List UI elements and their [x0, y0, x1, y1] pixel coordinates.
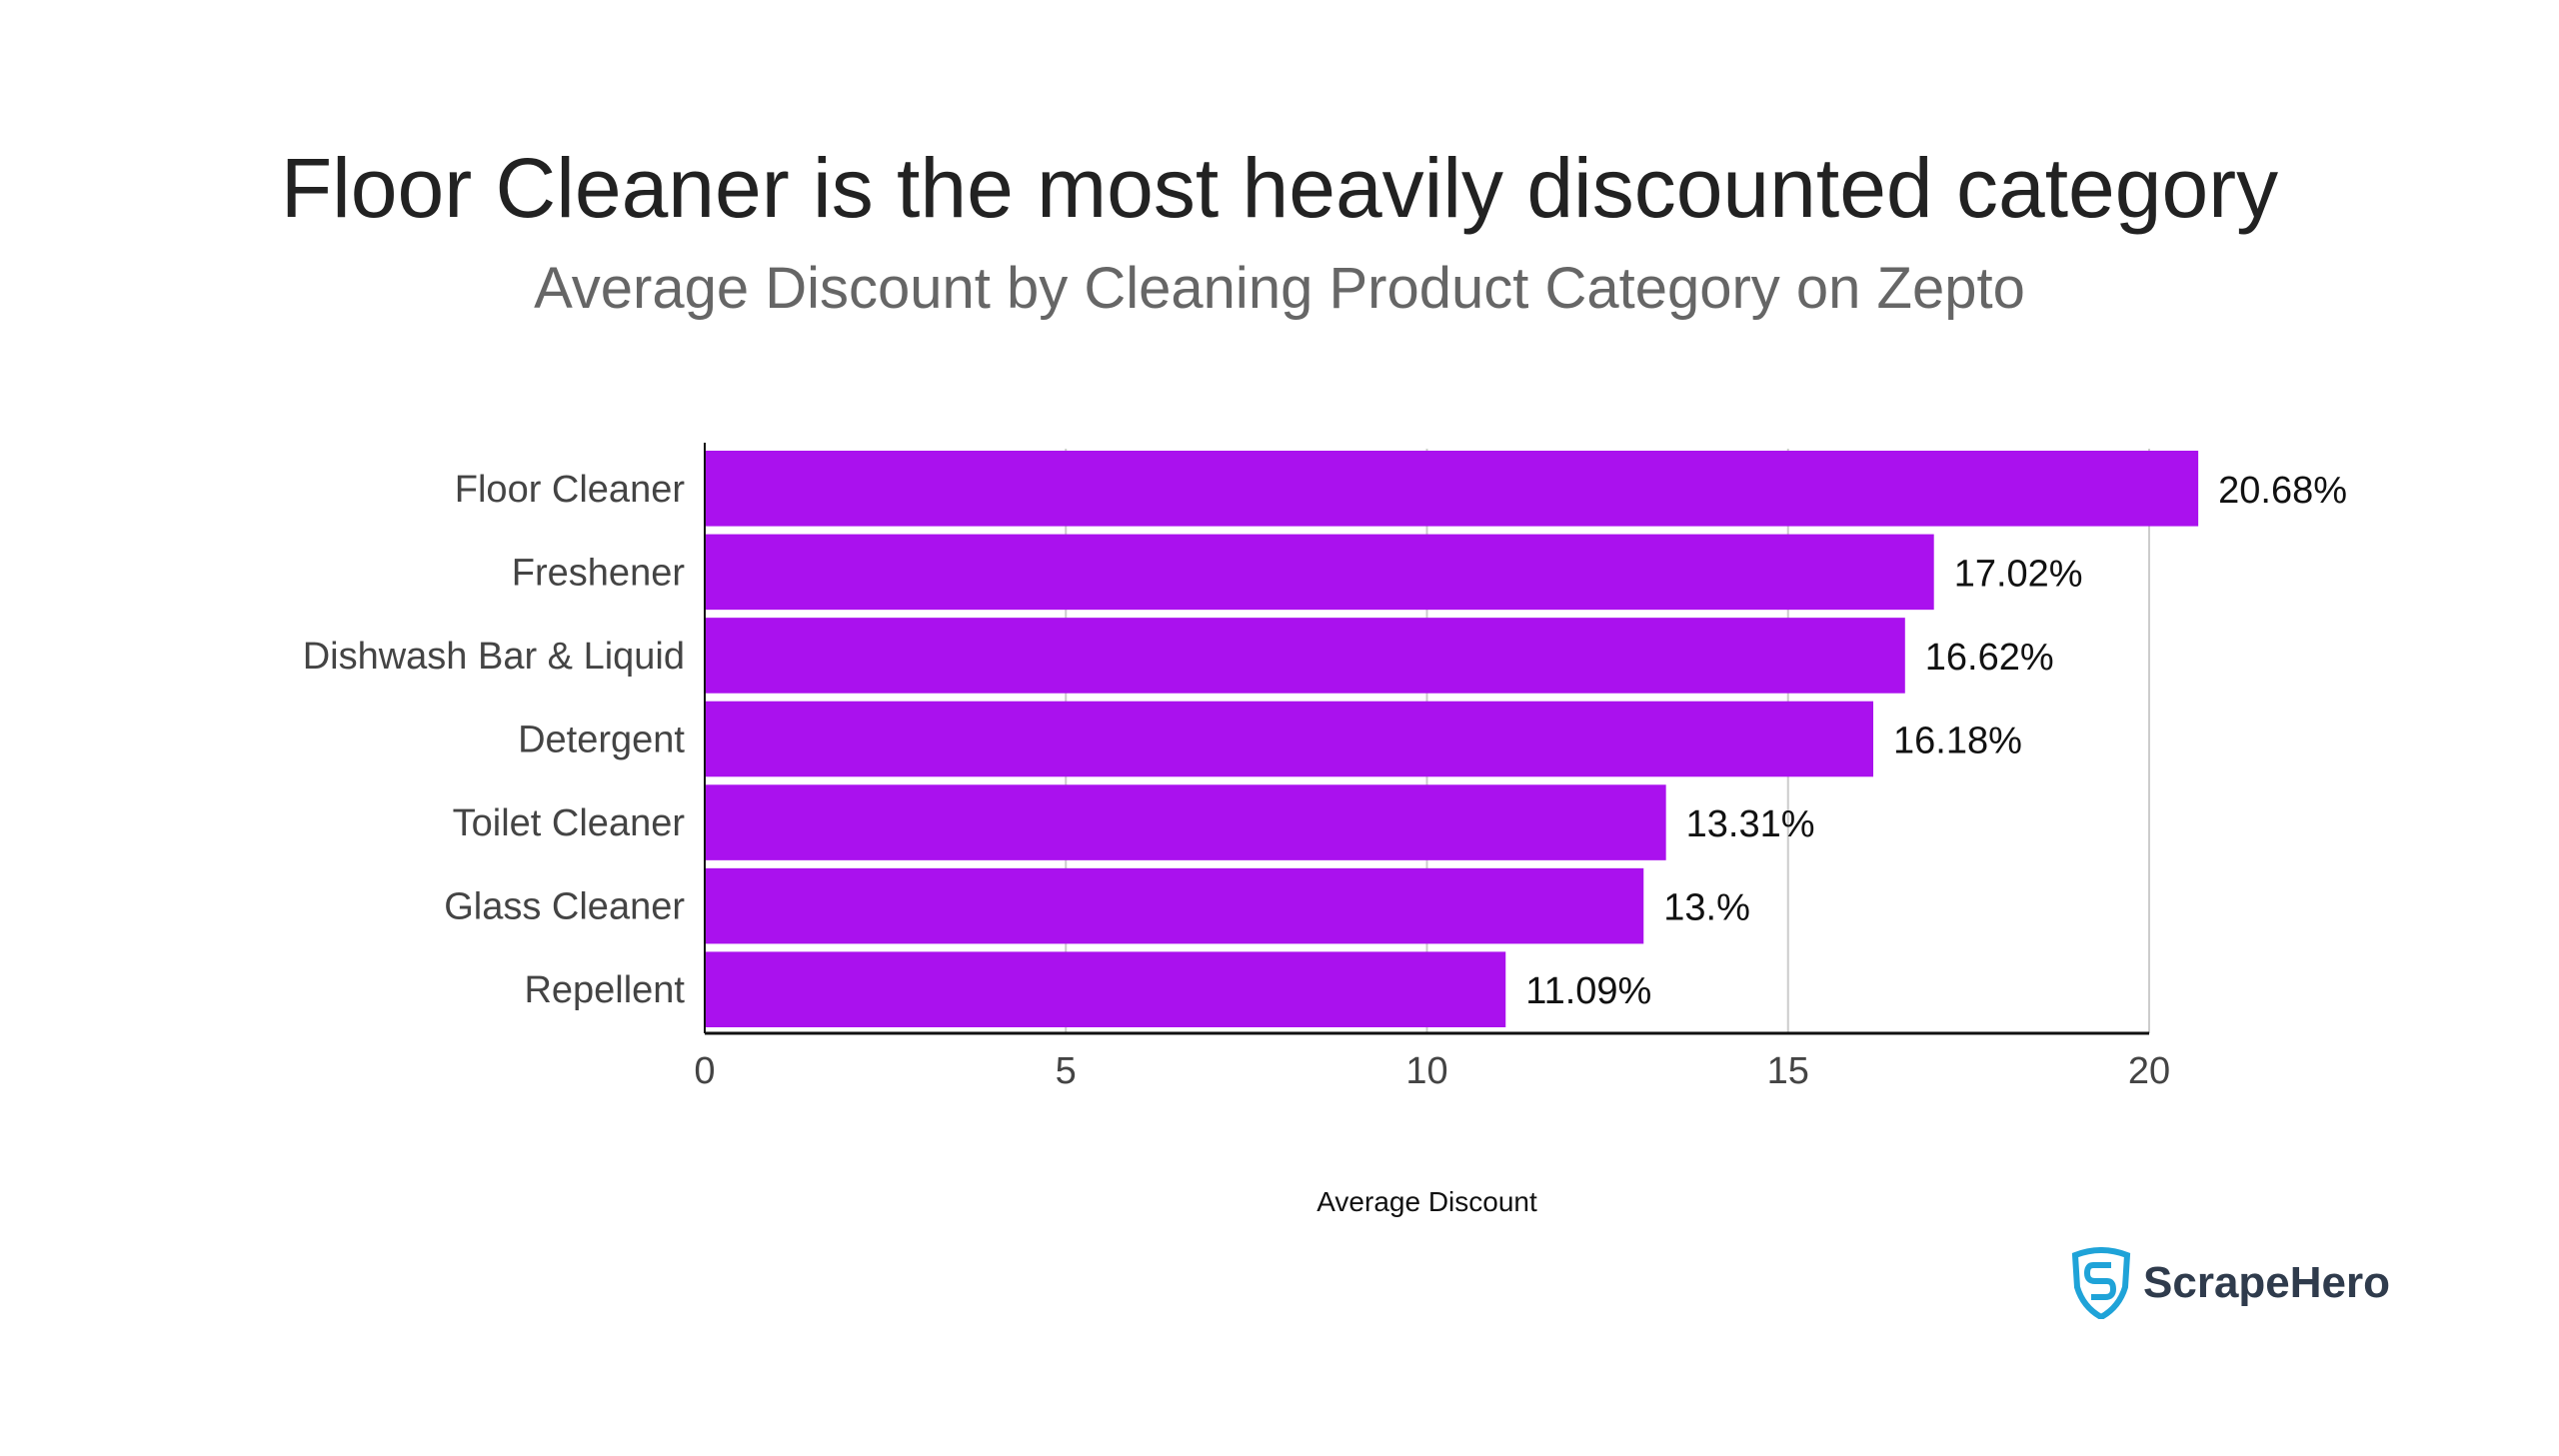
- bar: [705, 867, 1644, 944]
- bar: [705, 534, 1934, 611]
- scrapehero-logo: ScrapeHero: [2069, 1247, 2390, 1319]
- chart-subtitle: Average Discount by Cleaning Product Cat…: [534, 256, 2025, 321]
- bar: [705, 701, 1874, 777]
- category-label: Detergent: [518, 720, 685, 761]
- data-label: 16.62%: [1925, 637, 2054, 679]
- bar: [705, 951, 1506, 1027]
- bar: [705, 451, 2199, 527]
- x-tick-label: 5: [1056, 1050, 1077, 1092]
- x-tick-label: 15: [1767, 1050, 1809, 1092]
- category-label: Repellent: [524, 969, 685, 1011]
- x-tick-label: 20: [2128, 1050, 2170, 1092]
- chart-title: Floor Cleaner is the most heavily discou…: [280, 141, 2279, 235]
- data-label: 13.31%: [1686, 803, 1815, 845]
- data-label: 11.09%: [1525, 970, 1651, 1012]
- data-label: 20.68%: [2218, 470, 2347, 512]
- x-axis-title: Average Discount: [1316, 1186, 1537, 1217]
- category-label: Floor Cleaner: [455, 469, 686, 511]
- category-label: Toilet Cleaner: [453, 802, 686, 844]
- category-label: Dishwash Bar & Liquid: [303, 636, 685, 678]
- category-label: Freshener: [512, 552, 686, 594]
- category-label: Glass Cleaner: [444, 886, 685, 928]
- x-tick-label: 10: [1405, 1050, 1447, 1092]
- x-tick-label: 0: [694, 1050, 715, 1092]
- logo-text: ScrapeHero: [2143, 1258, 2391, 1307]
- shield-logo-icon: [2071, 1247, 2131, 1319]
- bar: [705, 784, 1666, 860]
- data-label: 16.18%: [1893, 721, 2022, 762]
- data-label: 17.02%: [1954, 553, 2083, 595]
- bar: [705, 618, 1905, 694]
- data-label: 13.%: [1663, 887, 1750, 929]
